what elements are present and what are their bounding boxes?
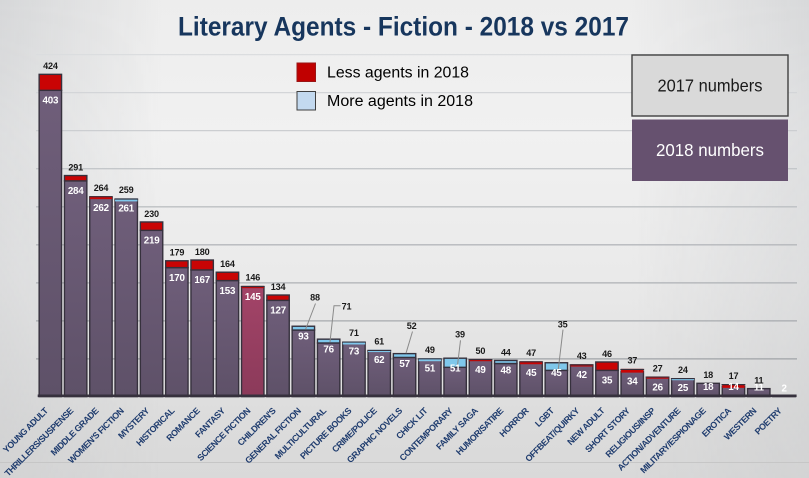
svg-text:51: 51: [450, 363, 461, 374]
svg-text:45: 45: [526, 368, 537, 379]
svg-text:35: 35: [558, 319, 568, 329]
svg-text:2017 numbers: 2017 numbers: [658, 76, 763, 96]
svg-text:71: 71: [342, 302, 352, 312]
svg-text:403: 403: [43, 96, 59, 107]
svg-text:262: 262: [93, 203, 109, 214]
svg-text:134: 134: [271, 282, 287, 292]
svg-text:11: 11: [754, 383, 765, 394]
svg-text:61: 61: [374, 337, 384, 347]
svg-text:76: 76: [323, 344, 334, 355]
svg-text:179: 179: [170, 248, 185, 258]
svg-text:219: 219: [144, 236, 160, 247]
svg-text:170: 170: [169, 273, 185, 284]
svg-text:167: 167: [194, 275, 210, 286]
svg-text:43: 43: [577, 351, 587, 361]
svg-text:34: 34: [627, 376, 638, 387]
svg-text:2: 2: [781, 384, 787, 395]
svg-text:264: 264: [94, 183, 110, 193]
svg-text:51: 51: [425, 363, 436, 374]
svg-text:71: 71: [349, 328, 359, 338]
svg-text:Less agents in 2018: Less agents in 2018: [327, 65, 469, 82]
svg-text:145: 145: [245, 292, 261, 303]
svg-text:49: 49: [425, 345, 435, 355]
svg-text:73: 73: [349, 347, 360, 358]
svg-text:25: 25: [678, 383, 689, 394]
svg-text:14: 14: [728, 382, 739, 393]
svg-text:230: 230: [144, 209, 159, 219]
svg-text:259: 259: [119, 185, 134, 195]
svg-text:261: 261: [118, 204, 134, 215]
svg-text:Literary Agents - Fiction - 20: Literary Agents - Fiction - 2018 vs 2017: [178, 12, 629, 42]
svg-text:57: 57: [399, 359, 410, 370]
svg-text:93: 93: [298, 331, 309, 342]
svg-text:52: 52: [407, 321, 417, 331]
svg-text:26: 26: [652, 382, 663, 393]
svg-text:2018 numbers: 2018 numbers: [656, 140, 764, 160]
svg-text:37: 37: [627, 356, 637, 366]
svg-text:45: 45: [551, 368, 562, 379]
svg-text:424: 424: [43, 61, 59, 71]
svg-text:48: 48: [501, 366, 512, 377]
svg-text:88: 88: [310, 293, 320, 303]
svg-text:More agents in 2018: More agents in 2018: [327, 93, 473, 110]
svg-text:49: 49: [475, 365, 486, 376]
svg-text:180: 180: [195, 247, 210, 257]
svg-text:153: 153: [220, 286, 236, 297]
svg-text:284: 284: [68, 186, 84, 197]
svg-text:17: 17: [729, 371, 739, 381]
svg-text:39: 39: [455, 329, 465, 339]
svg-text:35: 35: [602, 376, 613, 387]
svg-text:18: 18: [703, 370, 713, 380]
svg-text:46: 46: [602, 349, 612, 359]
svg-text:62: 62: [374, 355, 385, 366]
svg-text:11: 11: [754, 375, 763, 385]
svg-text:146: 146: [246, 273, 261, 283]
svg-text:18: 18: [703, 382, 714, 393]
svg-text:27: 27: [653, 363, 663, 373]
svg-text:127: 127: [270, 306, 286, 317]
svg-text:291: 291: [68, 162, 83, 172]
svg-text:44: 44: [501, 347, 512, 357]
svg-text:164: 164: [220, 259, 236, 269]
svg-text:42: 42: [576, 370, 587, 381]
svg-text:50: 50: [476, 346, 486, 356]
svg-text:47: 47: [526, 348, 536, 358]
svg-text:24: 24: [678, 365, 689, 375]
